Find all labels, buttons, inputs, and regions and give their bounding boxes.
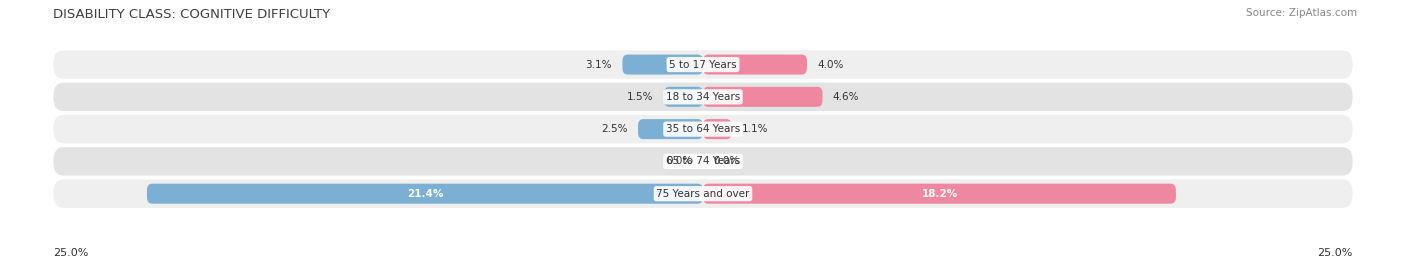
Text: Source: ZipAtlas.com: Source: ZipAtlas.com	[1246, 8, 1357, 18]
FancyBboxPatch shape	[703, 119, 731, 139]
FancyBboxPatch shape	[703, 184, 1175, 204]
FancyBboxPatch shape	[148, 184, 703, 204]
FancyBboxPatch shape	[703, 87, 823, 107]
Text: 2.5%: 2.5%	[602, 124, 627, 134]
FancyBboxPatch shape	[53, 179, 1353, 208]
Text: 25.0%: 25.0%	[1317, 248, 1353, 258]
Text: 18 to 34 Years: 18 to 34 Years	[666, 92, 740, 102]
FancyBboxPatch shape	[664, 87, 703, 107]
Text: 65 to 74 Years: 65 to 74 Years	[666, 156, 740, 167]
Text: 1.5%: 1.5%	[627, 92, 654, 102]
Text: 75 Years and over: 75 Years and over	[657, 189, 749, 199]
FancyBboxPatch shape	[53, 50, 1353, 79]
FancyBboxPatch shape	[703, 55, 807, 75]
FancyBboxPatch shape	[623, 55, 703, 75]
FancyBboxPatch shape	[53, 115, 1353, 143]
Text: 21.4%: 21.4%	[406, 189, 443, 199]
Text: 0.0%: 0.0%	[666, 156, 693, 167]
Text: 3.1%: 3.1%	[585, 59, 612, 70]
FancyBboxPatch shape	[53, 83, 1353, 111]
Text: 0.0%: 0.0%	[713, 156, 740, 167]
Text: 5 to 17 Years: 5 to 17 Years	[669, 59, 737, 70]
Text: 35 to 64 Years: 35 to 64 Years	[666, 124, 740, 134]
Text: 4.6%: 4.6%	[832, 92, 859, 102]
Text: DISABILITY CLASS: COGNITIVE DIFFICULTY: DISABILITY CLASS: COGNITIVE DIFFICULTY	[53, 8, 330, 21]
Text: 1.1%: 1.1%	[742, 124, 769, 134]
FancyBboxPatch shape	[638, 119, 703, 139]
FancyBboxPatch shape	[53, 147, 1353, 176]
Text: 18.2%: 18.2%	[921, 189, 957, 199]
Text: 25.0%: 25.0%	[53, 248, 89, 258]
Text: 4.0%: 4.0%	[817, 59, 844, 70]
